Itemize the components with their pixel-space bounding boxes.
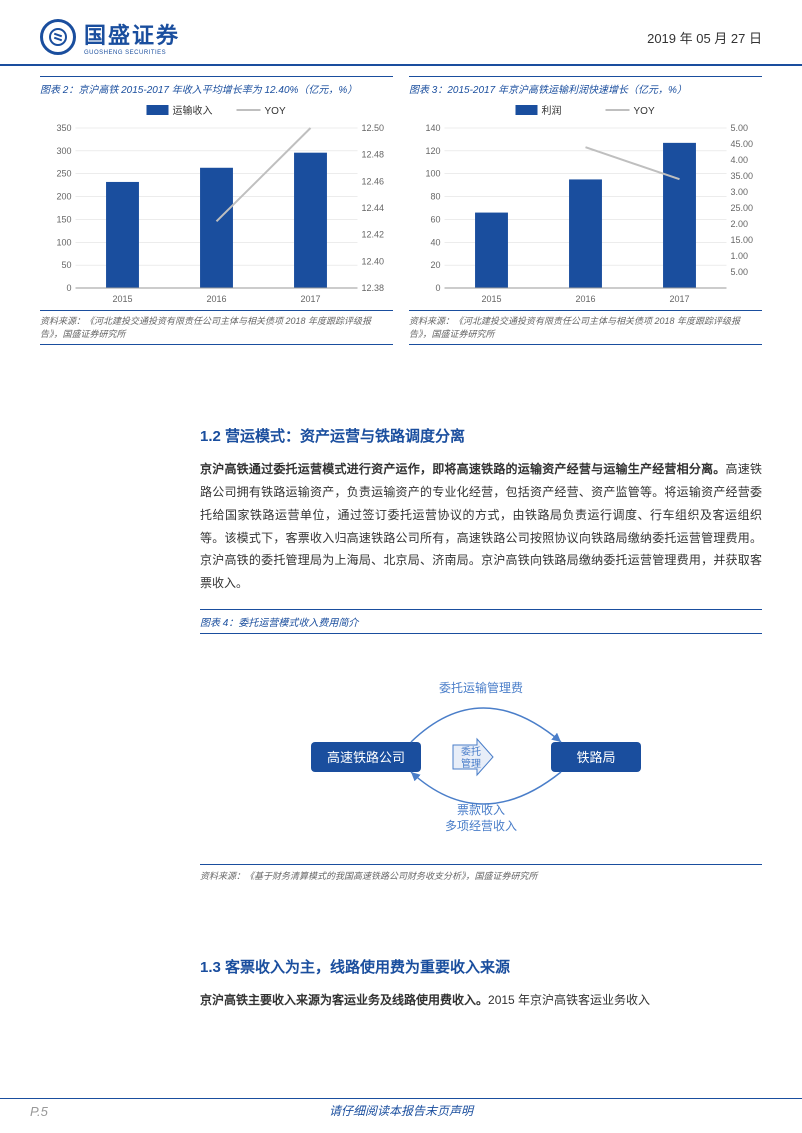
- svg-text:YOY: YOY: [265, 106, 286, 117]
- svg-text:300: 300: [56, 146, 71, 156]
- svg-text:管理: 管理: [461, 757, 481, 770]
- section-1-2-heading: 1.2 营运模式：资产运营与铁路调度分离: [200, 425, 762, 446]
- chart-2-source: 资料来源：《河北建投交通投资有限责任公司主体与相关债项 2018 年度跟踪评级报…: [40, 310, 393, 345]
- svg-text:铁路局: 铁路局: [576, 750, 615, 765]
- chart-2: 图表 2：京沪高铁 2015-2017 年收入平均增长率为 12.40%（亿元，…: [40, 76, 393, 345]
- report-date: 2019 年 05 月 27 日: [647, 28, 762, 47]
- footer-disclaimer: 请仔细阅读本报告末页声明: [0, 1098, 802, 1119]
- svg-text:200: 200: [56, 192, 71, 202]
- svg-text:高速铁路公司: 高速铁路公司: [327, 750, 405, 765]
- section-1-3-heading: 1.3 客票收入为主，线路使用费为重要收入来源: [200, 956, 762, 977]
- svg-text:5.00: 5.00: [731, 123, 749, 133]
- chart-3: 图表 3：2015-2017 年京沪高铁运输利润快速增长（亿元，%） 利润 YOY…: [409, 76, 762, 345]
- section-1-2: 1.2 营运模式：资产运营与铁路调度分离 京沪高铁通过委托运营模式进行资产运作，…: [40, 425, 762, 886]
- svg-text:2015: 2015: [112, 294, 132, 304]
- svg-text:120: 120: [425, 146, 440, 156]
- svg-text:2016: 2016: [206, 294, 226, 304]
- svg-text:350: 350: [56, 123, 71, 133]
- chart-2-title: 图表 2：京沪高铁 2015-2017 年收入平均增长率为 12.40%（亿元，…: [40, 76, 393, 100]
- svg-text:运输收入: 运输收入: [173, 104, 213, 117]
- logo: 国盛证券 GUOSHENG SECURITIES: [40, 18, 180, 56]
- page-header: 国盛证券 GUOSHENG SECURITIES 2019 年 05 月 27 …: [0, 0, 802, 66]
- svg-text:100: 100: [425, 169, 440, 179]
- svg-text:12.42: 12.42: [362, 230, 385, 240]
- svg-text:5.00: 5.00: [731, 267, 749, 277]
- svg-text:利润: 利润: [542, 104, 562, 117]
- svg-text:250: 250: [56, 169, 71, 179]
- svg-text:80: 80: [430, 192, 440, 202]
- chart-3-title: 图表 3：2015-2017 年京沪高铁运输利润快速增长（亿元，%）: [409, 76, 762, 100]
- svg-text:2016: 2016: [575, 294, 595, 304]
- svg-text:35.00: 35.00: [731, 171, 754, 181]
- svg-text:1.00: 1.00: [731, 251, 749, 261]
- svg-text:4.00: 4.00: [731, 155, 749, 165]
- svg-text:40: 40: [430, 237, 440, 247]
- svg-text:45.00: 45.00: [731, 139, 754, 149]
- svg-text:25.00: 25.00: [731, 203, 754, 213]
- section-1-3-body: 京沪高铁主要收入来源为客运业务及线路使用费收入。2015 年京沪高铁客运业务收入: [200, 989, 762, 1012]
- figure-4-source: 资料来源：《基于财务清算模式的我国高速铁路公司财务收支分析》，国盛证券研究所: [200, 864, 762, 886]
- svg-text:150: 150: [56, 214, 71, 224]
- svg-text:50: 50: [61, 260, 71, 270]
- svg-text:12.38: 12.38: [362, 283, 385, 293]
- svg-text:2017: 2017: [669, 294, 689, 304]
- svg-text:60: 60: [430, 214, 440, 224]
- svg-text:票款收入: 票款收入: [457, 803, 505, 817]
- company-name-cn: 国盛证券: [84, 18, 180, 50]
- figure-4-title: 图表 4：委托运营模式收入费用简介: [200, 609, 762, 634]
- svg-text:委托运输管理费: 委托运输管理费: [439, 680, 523, 695]
- logo-icon: [40, 19, 76, 55]
- svg-text:2015: 2015: [481, 294, 501, 304]
- svg-text:委托: 委托: [461, 745, 481, 758]
- svg-text:12.44: 12.44: [362, 203, 385, 213]
- svg-text:12.40: 12.40: [362, 256, 385, 266]
- svg-text:0: 0: [435, 283, 440, 293]
- svg-text:20: 20: [430, 260, 440, 270]
- chart-3-source: 资料来源：《河北建投交通投资有限责任公司主体与相关债项 2018 年度跟踪评级报…: [409, 310, 762, 345]
- svg-text:12.50: 12.50: [362, 123, 385, 133]
- company-name-en: GUOSHENG SECURITIES: [84, 50, 180, 56]
- svg-text:12.48: 12.48: [362, 150, 385, 160]
- svg-text:2.00: 2.00: [731, 219, 749, 229]
- section-1-3: 1.3 客票收入为主，线路使用费为重要收入来源 京沪高铁主要收入来源为客运业务及…: [40, 956, 762, 1012]
- svg-text:YOY: YOY: [634, 106, 655, 117]
- svg-text:12.46: 12.46: [362, 176, 385, 186]
- svg-text:多项经营收入: 多项经营收入: [445, 819, 517, 833]
- svg-text:3.00: 3.00: [731, 187, 749, 197]
- section-1-2-body: 京沪高铁通过委托运营模式进行资产运作，即将高速铁路的运输资产经营与运输生产经营相…: [200, 458, 762, 595]
- svg-text:15.00: 15.00: [731, 235, 754, 245]
- charts-row: 图表 2：京沪高铁 2015-2017 年收入平均增长率为 12.40%（亿元，…: [40, 76, 762, 345]
- svg-text:0: 0: [66, 283, 71, 293]
- svg-text:140: 140: [425, 123, 440, 133]
- figure-4-diagram: 高速铁路公司 铁路局 委托管理 委托运输管理费票款收入多项经营收入: [200, 634, 762, 864]
- svg-text:2017: 2017: [300, 294, 320, 304]
- svg-text:100: 100: [56, 237, 71, 247]
